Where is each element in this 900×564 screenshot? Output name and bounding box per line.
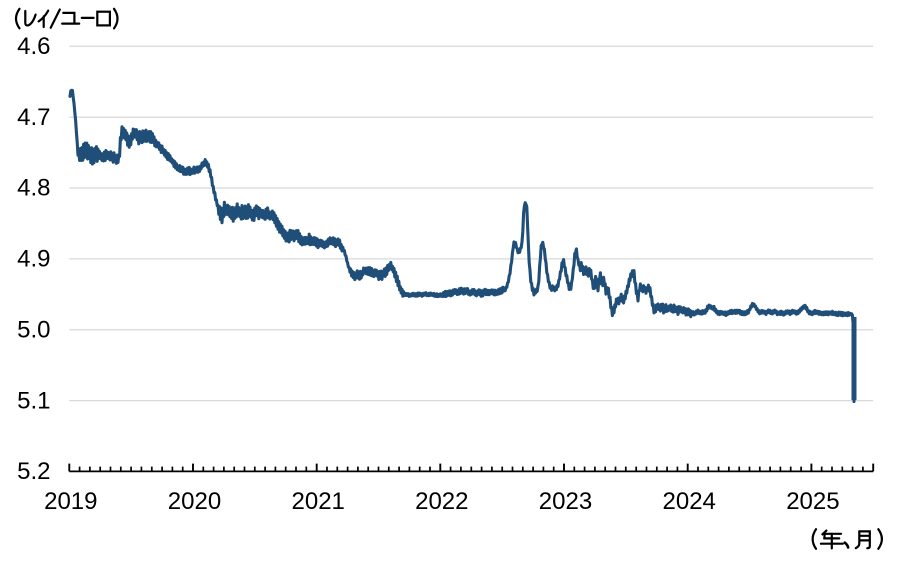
svg-text:2022: 2022 [415,488,468,515]
svg-text:4.6: 4.6 [17,33,50,60]
svg-text:4.7: 4.7 [17,104,50,131]
svg-text:5.1: 5.1 [17,387,50,414]
svg-text:2021: 2021 [292,488,345,515]
svg-text:2023: 2023 [539,488,592,515]
svg-text:2019: 2019 [44,488,97,515]
svg-text:2020: 2020 [168,488,221,515]
svg-text:5.2: 5.2 [17,458,50,485]
svg-text:5.0: 5.0 [17,316,50,343]
svg-text:4.9: 4.9 [17,246,50,273]
svg-text:4.8: 4.8 [17,175,50,202]
svg-text:2024: 2024 [663,488,716,515]
svg-text:2025: 2025 [786,488,839,515]
